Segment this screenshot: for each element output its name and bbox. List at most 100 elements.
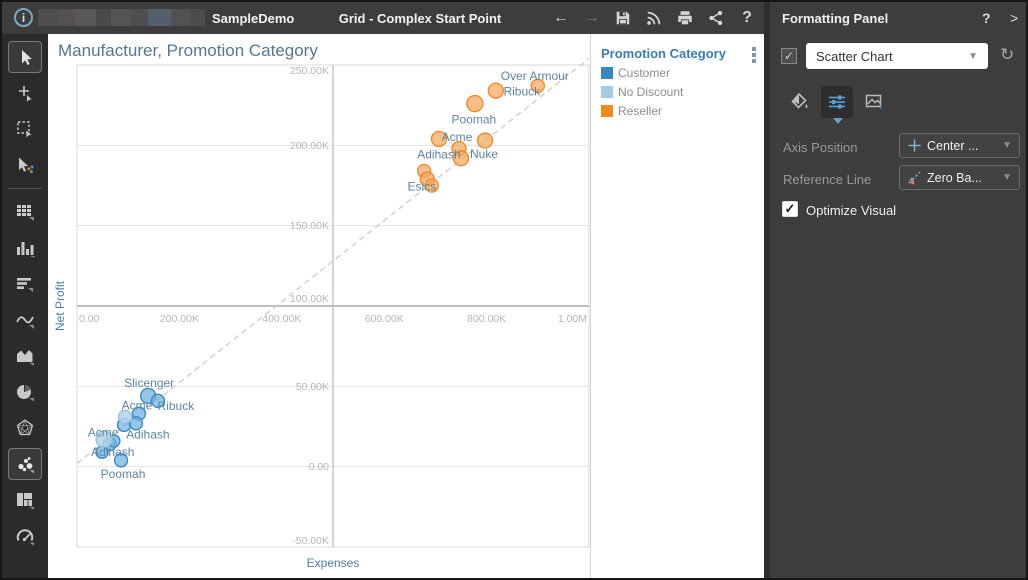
legend-item[interactable]: Reseller bbox=[601, 104, 764, 118]
y-tick-label: 200.00K bbox=[290, 140, 329, 152]
y-tick-label: 250.00K bbox=[290, 65, 329, 77]
scatter-point-reseller[interactable] bbox=[476, 132, 494, 149]
point-label: Adihash bbox=[126, 427, 169, 441]
highlight-tool[interactable] bbox=[8, 149, 42, 181]
scatter-point-reseller[interactable] bbox=[430, 130, 448, 148]
reference-line-label: Reference Line bbox=[783, 172, 872, 187]
pivot-item-tool[interactable] bbox=[8, 268, 42, 300]
x-tick-label: 0.00 bbox=[79, 313, 100, 325]
pie-chart-item-tool[interactable] bbox=[8, 376, 42, 408]
data-feed-icon[interactable] bbox=[643, 7, 665, 29]
paint-bucket-icon bbox=[791, 92, 808, 109]
point-label: Nuke bbox=[470, 147, 498, 161]
x-tick-label: 200.00K bbox=[160, 313, 199, 325]
select-tool[interactable] bbox=[8, 41, 42, 73]
formatting-panel-title: Formatting Panel bbox=[782, 11, 889, 26]
grid-item-tool[interactable] bbox=[8, 196, 42, 228]
background-style-tab[interactable] bbox=[858, 86, 890, 118]
chevron-down-icon: ▼ bbox=[1002, 172, 1012, 183]
formatting-panel-header: Formatting Panel ? > bbox=[770, 2, 1026, 34]
kebab-menu-icon[interactable] bbox=[752, 47, 756, 65]
pie-chart-icon bbox=[17, 384, 34, 402]
legend-label: Reseller bbox=[618, 104, 663, 118]
scatter-point-reseller[interactable] bbox=[487, 82, 505, 99]
legend-item[interactable]: Customer bbox=[601, 66, 764, 80]
scatter-point-customer[interactable] bbox=[113, 453, 129, 468]
point-label: Adihash bbox=[91, 445, 134, 459]
scatter-point-reseller[interactable] bbox=[424, 178, 440, 193]
x-tick-label: 800.00K bbox=[467, 313, 506, 325]
scatter-point-customer[interactable] bbox=[150, 393, 166, 408]
reset-icon[interactable]: ↻ bbox=[1000, 45, 1015, 64]
chart-type-select[interactable]: Scatter Chart ▼ bbox=[806, 43, 988, 69]
scatter-point-reseller[interactable] bbox=[452, 149, 470, 167]
sliders-icon bbox=[829, 95, 845, 109]
axis-position-select[interactable]: Center ... ▼ bbox=[899, 133, 1020, 158]
point-label: Poomah bbox=[451, 113, 496, 127]
zero-baseline-icon: 0 bbox=[908, 171, 921, 185]
y-tick-label: 0.00 bbox=[309, 461, 330, 473]
fill-style-tab[interactable] bbox=[784, 86, 816, 118]
point-label: Ribuck bbox=[158, 399, 196, 413]
bar-chart-item-tool[interactable] bbox=[8, 232, 42, 264]
bar-chart-icon bbox=[17, 242, 35, 258]
radar-chart-item-tool[interactable] bbox=[8, 412, 42, 444]
legend-item[interactable]: No Discount bbox=[601, 85, 764, 99]
y-tick-label: 50.00K bbox=[296, 381, 329, 393]
panel-help-button[interactable]: ? bbox=[982, 10, 991, 26]
legend-swatch bbox=[601, 105, 613, 117]
point-label: Poomah bbox=[101, 467, 146, 481]
scatter-point-reseller[interactable] bbox=[466, 94, 484, 113]
save-icon[interactable] bbox=[612, 7, 634, 29]
scatter-point-customer[interactable] bbox=[128, 416, 144, 431]
back-button[interactable]: ← bbox=[553, 9, 569, 26]
gauge-icon bbox=[16, 529, 34, 546]
optimize-visual-checkbox[interactable]: ✓ bbox=[782, 201, 798, 217]
scatter-chart-icon bbox=[18, 457, 34, 474]
help-button[interactable]: ? bbox=[742, 9, 752, 26]
x-tick-label: 1.00M bbox=[558, 313, 587, 325]
settings-tab[interactable] bbox=[821, 86, 853, 124]
scatter-point-no-discount[interactable] bbox=[117, 409, 133, 425]
scatter-point-no-discount[interactable] bbox=[95, 430, 113, 449]
legend-title: Promotion Category bbox=[601, 46, 726, 61]
line-chart-icon bbox=[16, 316, 34, 329]
svg-text:0: 0 bbox=[911, 180, 914, 185]
share-icon[interactable] bbox=[705, 7, 727, 29]
marquee-select-tool[interactable] bbox=[8, 113, 42, 145]
x-axis-title: Expenses bbox=[307, 556, 360, 570]
chart-title: Manufacturer, Promotion Category bbox=[58, 41, 318, 60]
optimize-visual-label: Optimize Visual bbox=[806, 203, 897, 218]
y-axis-title: Net Profit bbox=[53, 280, 67, 331]
area-chart-icon bbox=[17, 350, 34, 366]
scatter-point-reseller[interactable] bbox=[530, 78, 545, 94]
trend-line bbox=[76, 58, 590, 465]
panel-splitter[interactable] bbox=[764, 2, 770, 578]
panel-collapse-button[interactable]: > bbox=[1010, 10, 1019, 26]
grid-icon bbox=[17, 205, 34, 221]
legend-swatch bbox=[601, 86, 613, 98]
rows-icon bbox=[17, 278, 33, 292]
area-chart-item-tool[interactable] bbox=[8, 340, 42, 372]
document-title: Grid - Complex Start Point bbox=[338, 11, 502, 26]
gauge-item-tool[interactable] bbox=[8, 520, 42, 552]
treemap-item-tool[interactable] bbox=[8, 484, 42, 516]
info-icon[interactable]: i bbox=[14, 8, 33, 27]
reference-line-select[interactable]: 0 Zero Ba... ▼ bbox=[899, 165, 1020, 190]
line-chart-item-tool[interactable] bbox=[8, 304, 42, 336]
point-label: Esics bbox=[407, 180, 436, 194]
point-label: Acme bbox=[442, 130, 473, 144]
move-tool[interactable] bbox=[8, 77, 42, 109]
point-label: Adihash bbox=[417, 148, 460, 162]
app-title: SampleDemo bbox=[212, 11, 295, 26]
chevron-down-icon: ▼ bbox=[1002, 140, 1012, 151]
y-tick-label: -50.00K bbox=[292, 535, 329, 547]
element-enabled-checkbox[interactable]: ✓ bbox=[781, 48, 797, 64]
image-fill-icon bbox=[865, 94, 882, 109]
scatter-chart-item-tool[interactable] bbox=[8, 448, 42, 480]
forward-button[interactable]: → bbox=[584, 9, 600, 26]
scatter-plot[interactable]: 0.00 200.00K 400.00K 600.00K 800.00K 1.00M 250… bbox=[48, 34, 764, 580]
print-icon[interactable] bbox=[674, 7, 696, 29]
scatter-chart-panel: Manufacturer, Promotion Category 0.00 200… bbox=[48, 34, 764, 580]
